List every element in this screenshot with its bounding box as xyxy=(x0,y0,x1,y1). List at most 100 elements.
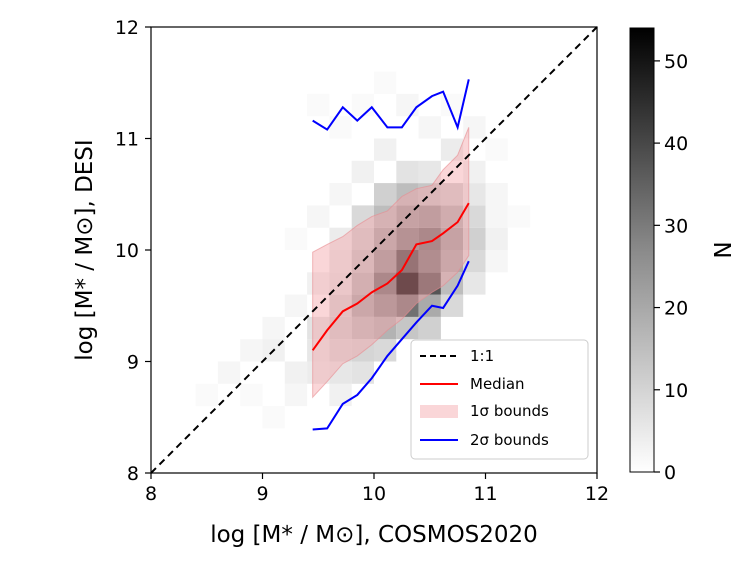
y-tick-label: 12 xyxy=(115,17,139,39)
colorbar-tick-label: 10 xyxy=(664,380,688,402)
heatmap-cell xyxy=(440,294,464,317)
heatmap-cell xyxy=(374,339,397,362)
heatmap-cell xyxy=(396,272,419,295)
heatmap-cell xyxy=(284,361,308,384)
heatmap-cell xyxy=(284,294,308,317)
heatmap-cell xyxy=(396,316,419,340)
heatmap-cell xyxy=(195,383,218,407)
heatmap-cell xyxy=(418,250,441,273)
heatmap-cell xyxy=(240,339,263,362)
legend-1to1-label: 1:1 xyxy=(470,347,494,365)
heatmap-cell xyxy=(418,294,441,317)
x-axis-label: log [M* / M⊙], COSMOS2020 xyxy=(210,522,538,548)
x-tick-label: 12 xyxy=(585,483,609,505)
heatmap-cell xyxy=(463,272,486,295)
legend-2sigma-label: 2σ bounds xyxy=(470,431,549,449)
heatmap-cell xyxy=(440,227,464,250)
legend-median-label: Median xyxy=(470,375,525,393)
heatmap-cell xyxy=(217,361,241,384)
heatmap-cell xyxy=(485,250,508,273)
heatmap-cell xyxy=(329,294,352,317)
heatmap-cell xyxy=(440,183,464,206)
legend: 1:1 Median 1σ bounds 2σ bounds xyxy=(410,339,589,460)
heatmap-cell xyxy=(374,294,397,317)
heatmap-cell xyxy=(329,339,352,362)
colorbar-tick-label: 20 xyxy=(664,298,688,320)
heatmap-cell xyxy=(329,227,352,250)
heatmap-cell xyxy=(485,227,508,250)
heatmap-cell xyxy=(351,205,374,228)
heatmap-cell xyxy=(396,227,419,250)
heatmap-cell xyxy=(262,316,285,340)
heatmap-cell xyxy=(374,138,397,161)
heatmap-cell xyxy=(374,316,397,340)
heatmap-cell xyxy=(351,361,374,384)
x-tick-label: 11 xyxy=(473,483,497,505)
heatmap-cell xyxy=(418,160,441,184)
heatmap-cell xyxy=(418,116,441,139)
heatmap-cell xyxy=(485,183,508,206)
y-tick-label: 8 xyxy=(127,463,139,485)
heatmap-cell xyxy=(440,272,464,295)
sigma2-lower-line xyxy=(312,260,470,431)
heatmap-cell xyxy=(329,183,352,206)
y-tick-label: 10 xyxy=(115,240,139,262)
heatmap-cell xyxy=(418,205,441,228)
heatmap-cell xyxy=(396,160,419,184)
heatmap-cell xyxy=(262,406,285,429)
heatmap-cell xyxy=(374,71,397,94)
series-lines xyxy=(150,26,598,474)
heatmap-cell xyxy=(284,227,308,250)
one-to-one-line xyxy=(150,26,598,474)
colorbar xyxy=(629,27,655,473)
heatmap-cell xyxy=(329,361,352,384)
heatmap-cell xyxy=(396,93,419,117)
heatmap-cell xyxy=(351,160,374,184)
x-tick-label: 8 xyxy=(145,483,157,505)
heatmap-cell xyxy=(507,205,531,228)
sigma1-band-layer xyxy=(312,127,470,399)
y-axis-label: log [M* / M⊙], DESI xyxy=(72,139,98,360)
heatmap-cell xyxy=(418,316,441,340)
legend-1sigma-swatch xyxy=(420,405,458,418)
sigma2-upper-line xyxy=(312,79,470,131)
heatmap-cell xyxy=(351,316,374,340)
median-line xyxy=(311,202,470,351)
heatmap-cell xyxy=(329,383,352,407)
colorbar-tick-label: 50 xyxy=(664,51,688,73)
y-tick-label: 9 xyxy=(127,352,139,374)
heatmap-cell xyxy=(485,205,508,228)
axis-ticks: 8 9 10 11 12 8 9 10 11 12 xyxy=(115,17,609,505)
heatmap-cell xyxy=(284,383,308,407)
heatmap-cell xyxy=(374,205,397,228)
y-tick-label: 11 xyxy=(115,129,139,151)
heatmap-cell xyxy=(485,138,508,161)
heatmap-cell xyxy=(374,183,397,206)
heatmap-cell xyxy=(351,272,374,295)
heatmap-cell xyxy=(351,93,374,117)
sigma1-band xyxy=(312,127,470,399)
heatmap-cell xyxy=(240,383,263,407)
colorbar-tick-label: 30 xyxy=(664,215,688,237)
heatmap-cell xyxy=(307,205,330,228)
colorbar-label: N xyxy=(708,241,734,258)
legend-box xyxy=(410,339,589,460)
heatmap-cell xyxy=(440,250,464,273)
colorbar-tick-label: 0 xyxy=(664,462,676,484)
colorbar-ticks: 0 10 20 30 40 50 xyxy=(654,51,688,484)
heatmap-cell xyxy=(396,183,419,206)
heatmap-cell xyxy=(374,250,397,273)
heatmap-cell xyxy=(418,272,441,295)
legend-1sigma-label: 1σ bounds xyxy=(470,402,549,420)
heatmap-cell xyxy=(329,250,352,273)
heatmap-cell xyxy=(329,116,352,139)
x-tick-label: 10 xyxy=(362,483,386,505)
heatmap-cell xyxy=(351,227,374,250)
heatmap-cell xyxy=(418,227,441,250)
heatmap-cell xyxy=(396,294,419,317)
heatmap-cell xyxy=(351,294,374,317)
heatmap-cell xyxy=(329,316,352,340)
colorbar-tick-label: 40 xyxy=(664,133,688,155)
x-tick-label: 9 xyxy=(256,483,268,505)
